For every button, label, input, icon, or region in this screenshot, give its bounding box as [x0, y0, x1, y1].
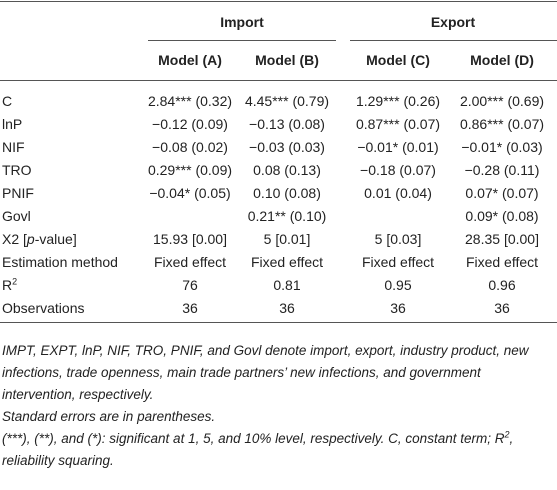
- row-label: X2 [p-value]: [2, 230, 77, 248]
- cell: 15.93 [0.00]: [153, 231, 227, 247]
- row-label: NIF: [2, 139, 25, 155]
- row-label: Govl: [2, 208, 31, 224]
- cell: −0.04* (0.05): [149, 185, 231, 201]
- cell: −0.28 (0.11): [464, 162, 540, 178]
- cell: 5 [0.01]: [263, 231, 311, 247]
- group-header: Export: [430, 14, 476, 30]
- cell: −0.03 (0.03): [249, 139, 325, 155]
- cell: Fixed effect: [361, 254, 435, 270]
- cell: 36: [182, 300, 198, 316]
- cell: 36: [494, 300, 510, 316]
- cell: −0.01* (0.01): [357, 139, 439, 155]
- cell: Fixed effect: [153, 254, 227, 270]
- model-header: Model (B): [255, 52, 319, 68]
- cell: 4.45*** (0.79): [244, 93, 330, 109]
- model-header: Model (C): [366, 52, 430, 68]
- cell: 0.29*** (0.09): [147, 162, 233, 178]
- cell: −0.01* (0.03): [461, 139, 543, 155]
- model-header: Model (D): [470, 52, 534, 68]
- cell: 36: [390, 300, 406, 316]
- cell: Fixed effect: [465, 254, 539, 270]
- cell: −0.18 (0.07): [360, 162, 436, 178]
- label-part: X2 [: [2, 231, 27, 247]
- cell: −0.12 (0.09): [152, 116, 228, 132]
- cell: 0.10 (0.08): [253, 185, 321, 201]
- cell: 5 [0.03]: [374, 231, 422, 247]
- row-label: TRO: [2, 162, 32, 178]
- cell: 0.01 (0.04): [364, 185, 432, 201]
- row-label: lnP: [2, 116, 23, 132]
- model-header: Model (A): [158, 52, 222, 68]
- top-rule: [0, 1, 557, 2]
- note: (***), (**), and (*): significant at 1, …: [2, 428, 554, 472]
- cell: Fixed effect: [250, 254, 324, 270]
- row-label: C: [2, 93, 13, 109]
- label-part: p: [26, 231, 35, 247]
- note: Standard errors are in parentheses.: [2, 409, 216, 424]
- cell: 0.87*** (0.07): [355, 116, 441, 132]
- group-rule: [148, 40, 336, 41]
- cell: 0.86*** (0.07): [459, 116, 545, 132]
- cell: 0.08 (0.13): [253, 162, 321, 178]
- row-label: PNIF: [2, 185, 34, 201]
- note-part: 2: [504, 429, 510, 440]
- row-label: R2: [2, 276, 17, 294]
- note-part: (***), (**), and (*): significant at 1, …: [2, 431, 505, 446]
- cell: 1.29*** (0.26): [355, 93, 441, 109]
- cell: 76: [182, 277, 198, 293]
- cell: 2.84*** (0.32): [147, 93, 233, 109]
- group-rule: [350, 40, 557, 41]
- notes: IMPT, EXPT, lnP, NIF, TRO, PNIF, and Gov…: [2, 340, 554, 472]
- cell: 0.07* (0.07): [465, 185, 539, 201]
- cell: 0.09* (0.08): [465, 208, 539, 224]
- label-part: 2: [12, 276, 18, 287]
- cell: 2.00*** (0.69): [459, 93, 545, 109]
- cell: −0.08 (0.02): [152, 139, 228, 155]
- label-part: R: [2, 277, 13, 293]
- label-part: -value]: [34, 231, 77, 247]
- cell: 0.96: [488, 277, 516, 293]
- row-label: Observations: [2, 300, 85, 316]
- note: IMPT, EXPT, lnP, NIF, TRO, PNIF, and Gov…: [2, 343, 529, 402]
- cell: 36: [279, 300, 295, 316]
- bottom-rule: [0, 322, 557, 323]
- cell: 0.81: [273, 277, 301, 293]
- cell: 28.35 [0.00]: [465, 231, 539, 247]
- cell: 0.21** (0.10): [247, 208, 327, 224]
- group-header: Import: [220, 14, 264, 30]
- cell: 0.95: [384, 277, 412, 293]
- header-rule: [0, 80, 557, 81]
- cell: −0.13 (0.08): [249, 116, 325, 132]
- row-label: Estimation method: [2, 254, 118, 270]
- note-part: , reliability squaring.: [2, 431, 514, 468]
